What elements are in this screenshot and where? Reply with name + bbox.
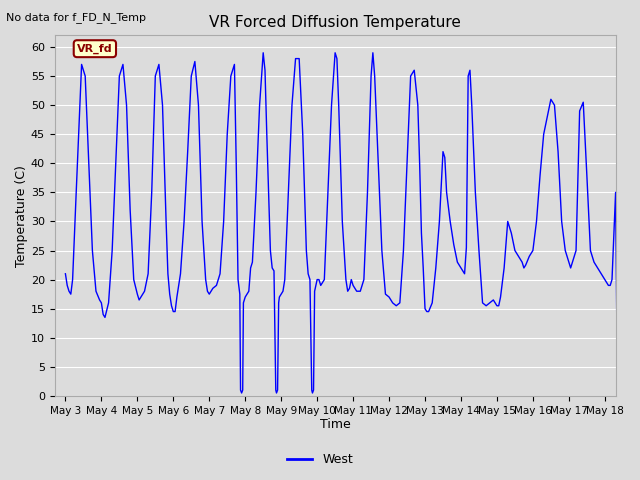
Legend: West: West [282, 448, 358, 471]
Title: VR Forced Diffusion Temperature: VR Forced Diffusion Temperature [209, 15, 461, 30]
Y-axis label: Temperature (C): Temperature (C) [15, 165, 28, 266]
Text: VR_fd: VR_fd [77, 44, 113, 54]
X-axis label: Time: Time [320, 419, 351, 432]
Text: No data for f_FD_N_Temp: No data for f_FD_N_Temp [6, 12, 147, 23]
